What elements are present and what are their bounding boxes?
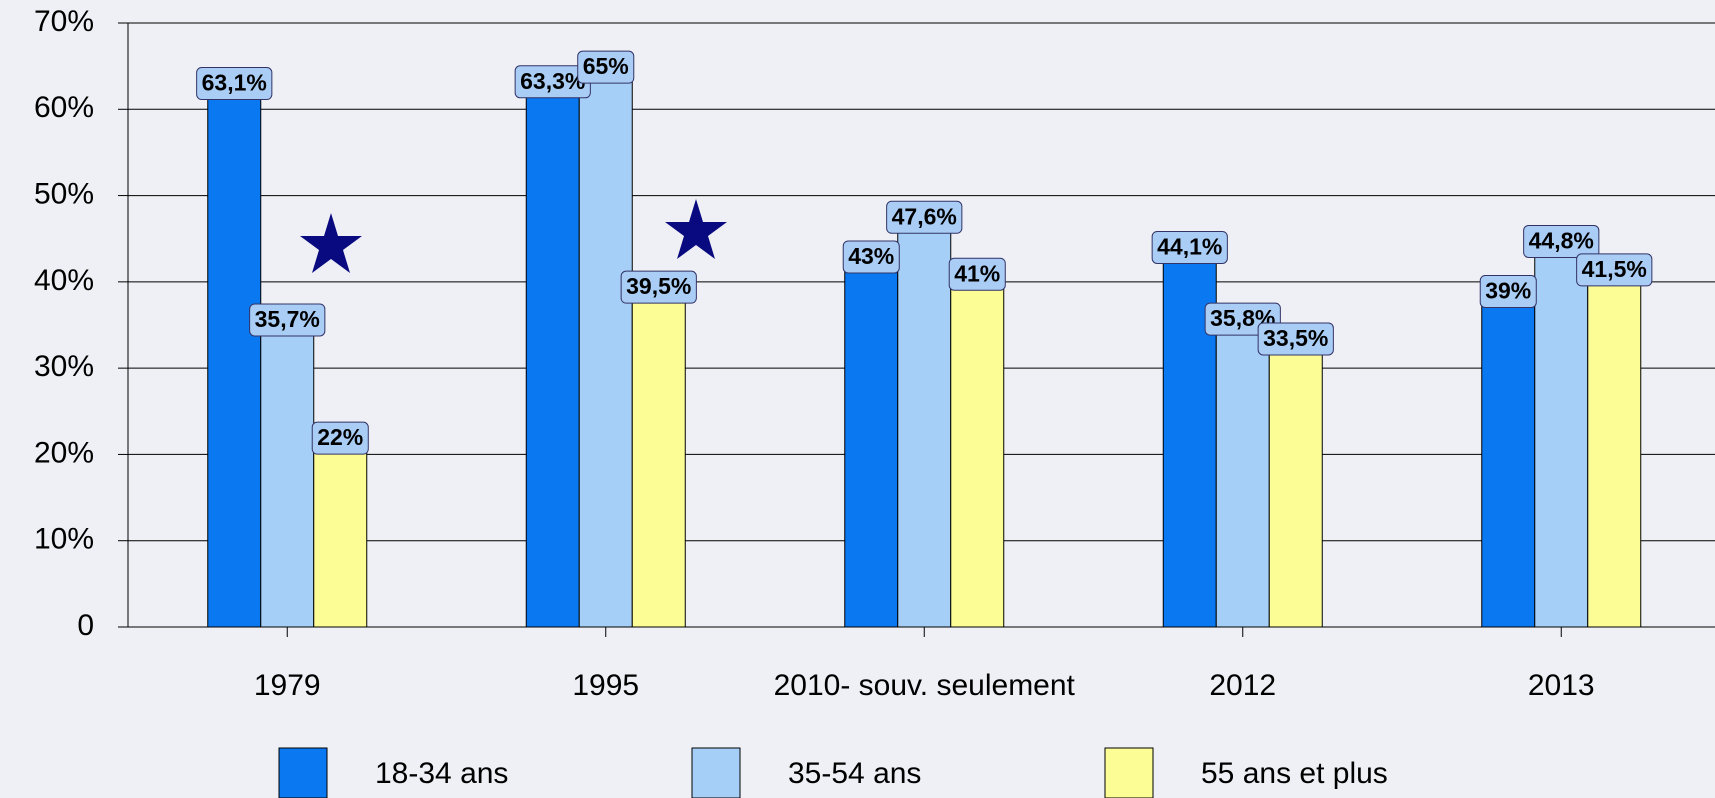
bar <box>525 80 580 628</box>
value-label-box <box>577 50 635 84</box>
value-label-text: 44,1% <box>1157 234 1222 260</box>
value-label-box <box>842 240 900 274</box>
value-label: 43% <box>842 240 900 274</box>
value-label-text: 22% <box>317 424 363 450</box>
value-label: 41% <box>948 257 1006 291</box>
value-label-text: 41,5% <box>1582 256 1647 282</box>
bar <box>1534 239 1589 628</box>
y-tick-label: 30% <box>34 350 94 383</box>
legend-label: 35-54 ans <box>788 757 921 790</box>
value-label-text: 43% <box>848 243 894 269</box>
legend-swatch <box>1104 747 1154 798</box>
value-label: 63,3% <box>514 65 591 99</box>
y-tick-label: 0 <box>77 609 94 642</box>
value-label-text: 44,8% <box>1529 228 1594 254</box>
x-tick-label: 2013 <box>1528 669 1595 702</box>
legend-swatch <box>691 747 741 798</box>
y-tick-label: 10% <box>34 523 94 556</box>
bar <box>313 436 368 628</box>
value-label-box <box>620 270 697 304</box>
value-label: 22% <box>311 421 369 455</box>
y-tick-label: 60% <box>34 91 94 124</box>
value-label: 41,5% <box>1576 253 1653 287</box>
value-label: 35,7% <box>249 303 326 337</box>
x-tick-label: 2010- souv. seulement <box>774 669 1076 702</box>
value-label-text: 35,7% <box>255 306 320 332</box>
value-label-text: 33,5% <box>1263 325 1328 351</box>
y-tick-label: 70% <box>34 5 94 38</box>
bar <box>1481 289 1536 628</box>
value-label-text: 63,3% <box>520 68 585 94</box>
value-label-box <box>886 200 963 234</box>
value-label-box <box>948 257 1006 291</box>
y-tick-label: 20% <box>34 436 94 469</box>
bar <box>207 82 262 628</box>
value-label-text: 65% <box>583 53 629 79</box>
value-label-box <box>1576 253 1653 287</box>
value-label-text: 63,1% <box>202 70 267 96</box>
bar <box>897 215 952 628</box>
value-label: 44,8% <box>1523 224 1600 258</box>
bar <box>1587 268 1642 628</box>
value-label-box <box>311 421 369 455</box>
x-tick-label: 2012 <box>1209 669 1276 702</box>
bar <box>260 318 315 628</box>
value-label-box <box>1479 274 1537 308</box>
value-label-text: 41% <box>954 260 1000 286</box>
value-label: 44,1% <box>1151 230 1228 264</box>
legend-swatch <box>278 747 328 798</box>
y-tick-label: 50% <box>34 177 94 210</box>
value-label-box <box>1257 322 1334 356</box>
value-label: 63,1% <box>196 67 273 101</box>
value-label: 39,5% <box>620 270 697 304</box>
value-label: 33,5% <box>1257 322 1334 356</box>
bar <box>844 255 899 628</box>
value-label-box <box>196 67 273 101</box>
star-marker <box>665 199 727 259</box>
bar <box>950 272 1005 628</box>
legend-label: 55 ans et plus <box>1201 757 1388 790</box>
bar <box>1215 317 1270 628</box>
x-tick-label: 1979 <box>254 669 321 702</box>
value-label-text: 39,5% <box>626 273 691 299</box>
value-label: 65% <box>577 50 635 84</box>
bar <box>1268 337 1323 628</box>
y-tick-label: 40% <box>34 264 94 297</box>
value-label-text: 39% <box>1485 278 1531 304</box>
value-label-box <box>1523 224 1600 258</box>
value-label-box <box>1151 230 1228 264</box>
x-tick-label: 1995 <box>572 669 639 702</box>
value-label: 39% <box>1479 274 1537 308</box>
value-label-box <box>249 303 326 337</box>
star-marker <box>300 213 362 273</box>
value-label-text: 47,6% <box>892 203 957 229</box>
legend-label: 18-34 ans <box>375 757 508 790</box>
bar <box>578 65 633 628</box>
value-label: 47,6% <box>886 200 963 234</box>
bar <box>631 285 686 628</box>
